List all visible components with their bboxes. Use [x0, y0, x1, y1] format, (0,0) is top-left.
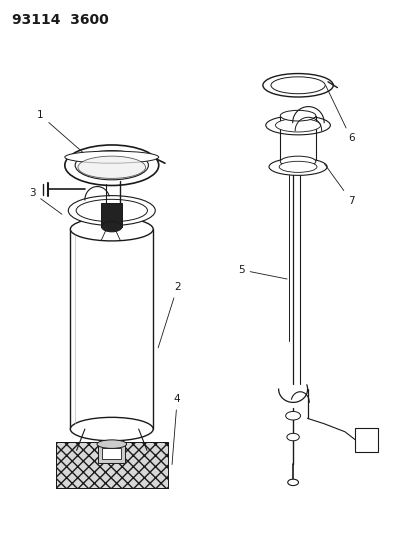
Ellipse shape	[287, 479, 298, 486]
Ellipse shape	[97, 440, 126, 448]
Text: 93114  3600: 93114 3600	[12, 13, 109, 27]
Bar	[354, 427, 377, 451]
Ellipse shape	[280, 156, 315, 167]
Text: 3: 3	[29, 188, 62, 214]
Ellipse shape	[280, 110, 315, 121]
Ellipse shape	[278, 161, 316, 172]
Ellipse shape	[265, 116, 330, 135]
Text: 4: 4	[172, 394, 180, 465]
Ellipse shape	[76, 199, 147, 222]
Ellipse shape	[68, 196, 155, 225]
Ellipse shape	[271, 77, 324, 94]
Bar	[101, 203, 122, 227]
Ellipse shape	[285, 411, 300, 420]
Text: 5: 5	[237, 265, 286, 279]
Ellipse shape	[262, 74, 332, 97]
Ellipse shape	[268, 158, 326, 175]
Text: 7: 7	[324, 164, 354, 206]
Ellipse shape	[101, 221, 122, 232]
Bar	[56, 442, 167, 488]
Text: 1: 1	[37, 110, 84, 154]
Ellipse shape	[78, 156, 145, 179]
Ellipse shape	[275, 118, 320, 132]
Ellipse shape	[286, 433, 299, 441]
Bar	[98, 444, 125, 463]
Ellipse shape	[75, 151, 148, 180]
Text: 6: 6	[325, 85, 354, 143]
Text: 2: 2	[158, 282, 180, 348]
Ellipse shape	[70, 217, 153, 241]
Ellipse shape	[70, 417, 153, 441]
Ellipse shape	[65, 145, 158, 185]
Ellipse shape	[65, 151, 158, 163]
Bar	[102, 448, 121, 459]
